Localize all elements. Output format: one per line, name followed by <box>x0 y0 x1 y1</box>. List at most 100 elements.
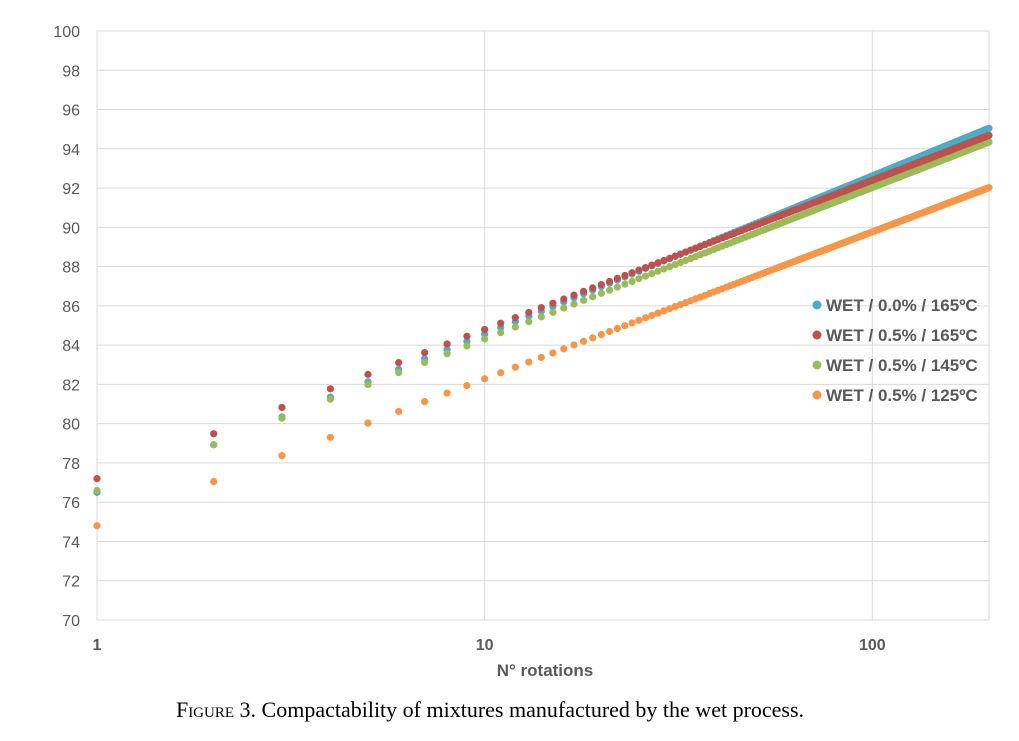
data-point <box>443 340 451 348</box>
data-point <box>364 380 372 389</box>
data-point <box>497 319 505 327</box>
data-point <box>654 309 662 317</box>
data-point <box>364 419 372 427</box>
data-point <box>589 334 597 342</box>
series-points <box>93 131 993 483</box>
data-point <box>511 314 519 322</box>
data-point <box>580 287 588 295</box>
legend-label: WET / 0.5% / 145ºC <box>826 356 978 375</box>
data-point <box>395 407 403 416</box>
legend-label: WET / 0.5% / 165ºC <box>826 326 978 345</box>
data-point <box>560 345 568 353</box>
data-point <box>589 284 597 292</box>
data-point <box>463 381 471 390</box>
data-point <box>537 353 545 361</box>
data-point <box>648 261 656 269</box>
data-point <box>985 131 993 139</box>
data-point <box>421 358 429 367</box>
data-point <box>628 269 636 277</box>
y-tick-labels: 70 72 74 76 78 80 82 84 86 88 90 92 94 96 98 100 <box>53 24 80 630</box>
data-point <box>549 299 557 307</box>
y-tick-label: 80 <box>62 417 80 434</box>
data-point <box>628 277 636 285</box>
data-point <box>597 289 605 297</box>
data-point <box>621 280 629 288</box>
series-points <box>93 184 993 530</box>
data-point <box>525 308 533 317</box>
data-point <box>570 291 578 299</box>
data-point <box>635 275 643 283</box>
data-point <box>613 274 621 282</box>
data-point <box>326 433 334 441</box>
y-tick-label: 92 <box>62 181 80 198</box>
y-tick-label: 78 <box>62 456 80 473</box>
data-point <box>597 280 605 289</box>
data-point <box>985 138 993 146</box>
data-point <box>511 363 519 371</box>
x-tick-label: 1 <box>93 637 102 654</box>
data-point <box>481 335 489 343</box>
data-point <box>421 348 429 357</box>
data-point <box>326 385 334 393</box>
data-point <box>641 263 650 272</box>
data-point <box>560 304 568 312</box>
data-point <box>635 266 643 274</box>
data-point <box>580 337 588 345</box>
data-point <box>654 259 662 267</box>
data-point <box>278 452 286 460</box>
data-point <box>666 254 674 262</box>
legend-label: WET / 0.5% / 125ºC <box>826 386 978 405</box>
data-point <box>525 318 533 326</box>
chart-grid <box>96 30 990 621</box>
data-point <box>648 311 656 320</box>
caption-text: Compactability of mixtures manufactured … <box>256 697 805 722</box>
data-point <box>613 324 621 333</box>
data-point <box>570 341 578 349</box>
data-point <box>985 184 993 192</box>
data-point <box>511 323 519 331</box>
y-tick-label: 90 <box>62 220 80 237</box>
data-point <box>666 305 674 313</box>
data-point <box>654 267 662 275</box>
y-tick-label: 94 <box>62 142 80 159</box>
data-point <box>641 272 650 280</box>
data-point <box>525 358 533 366</box>
x-tick-labels: 1 10 100 <box>93 637 886 654</box>
compaction-chart: 70 72 74 76 78 80 82 84 86 88 90 92 94 96 98 100 1 10 100… <box>53 24 993 680</box>
series-points <box>93 138 993 495</box>
data-point <box>326 395 334 403</box>
data-point <box>621 271 629 280</box>
data-point <box>549 349 557 357</box>
y-tick-label: 72 <box>62 574 80 591</box>
data-point <box>463 342 471 350</box>
data-point <box>605 327 614 336</box>
data-point <box>537 304 545 312</box>
data-point <box>481 375 489 383</box>
data-point <box>497 369 505 377</box>
y-tick-label: 70 <box>62 613 80 630</box>
data-point <box>597 331 605 339</box>
x-tick-label: 10 <box>476 637 494 654</box>
x-axis-title: N° rotations <box>497 661 594 680</box>
data-point <box>570 300 578 308</box>
data-point <box>395 368 403 377</box>
legend-marker <box>812 330 822 340</box>
data-point <box>210 441 218 449</box>
y-tick-label: 76 <box>62 495 80 512</box>
legend-label: WET / 0.0% / 165ºC <box>826 296 978 315</box>
data-point <box>628 319 636 327</box>
data-point <box>605 277 614 285</box>
data-point <box>589 293 597 301</box>
data-point <box>660 265 668 273</box>
data-point <box>210 477 218 486</box>
data-point <box>560 295 568 303</box>
y-tick-label: 82 <box>62 377 80 394</box>
y-tick-label: 86 <box>62 299 80 316</box>
y-tick-label: 98 <box>62 63 80 80</box>
data-point <box>580 296 588 304</box>
data-point <box>443 350 451 358</box>
y-tick-label: 96 <box>62 103 80 120</box>
caption-label: Figure 3. <box>175 697 257 722</box>
data-point <box>497 329 505 337</box>
data-point <box>463 332 471 340</box>
